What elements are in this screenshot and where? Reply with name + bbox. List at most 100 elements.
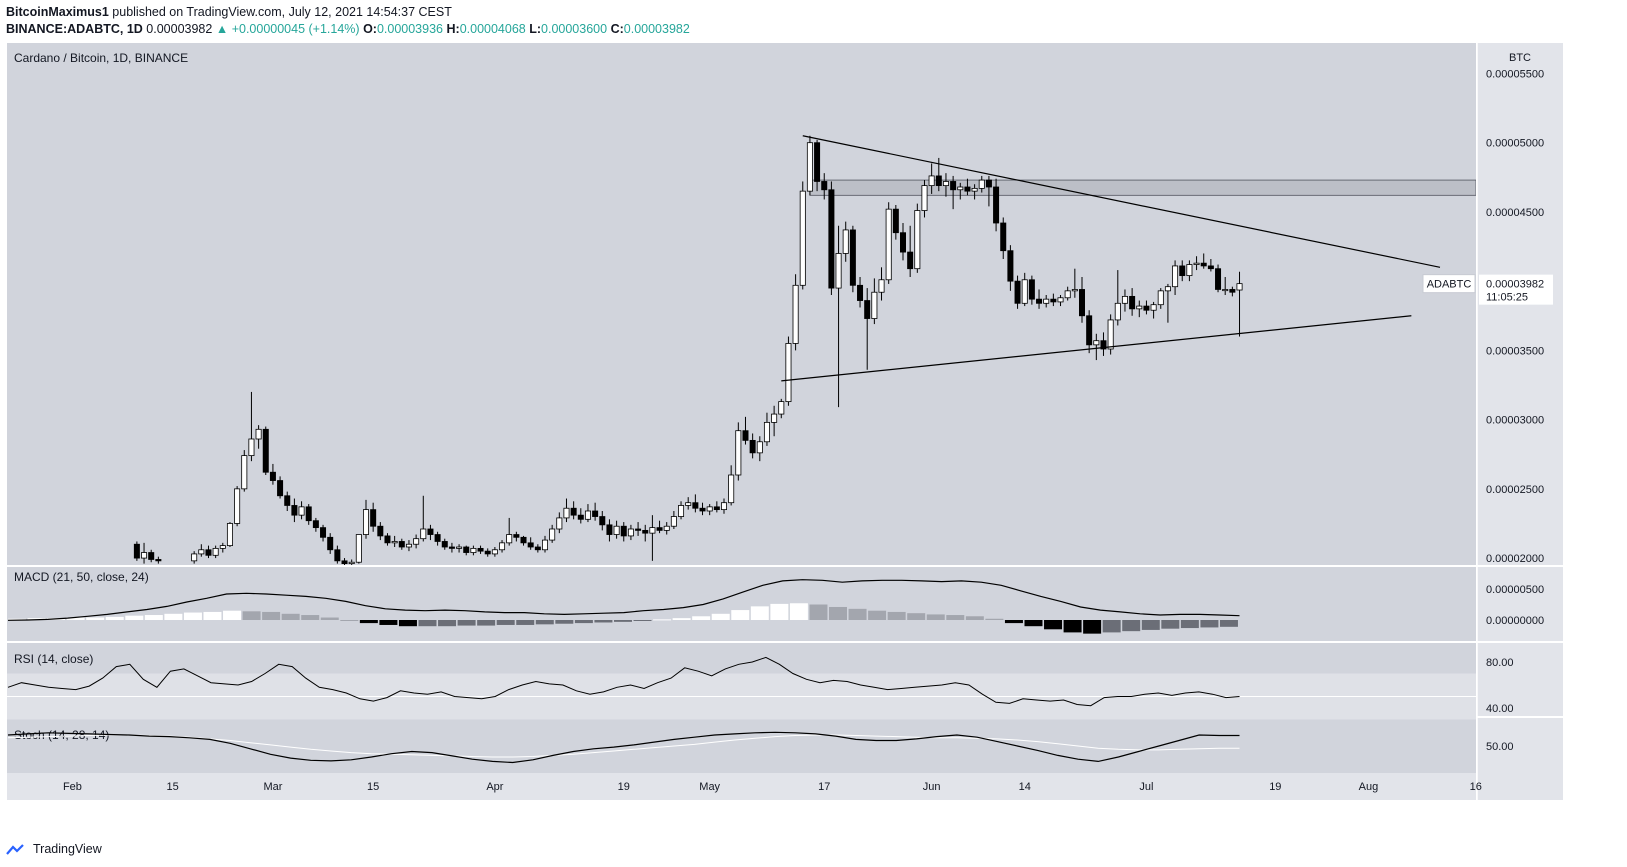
macd-histogram-bar: [985, 618, 1004, 620]
candle-down: [1143, 305, 1150, 311]
candle-down: [599, 516, 606, 526]
macd-histogram-bar: [203, 611, 222, 620]
macd-histogram-bar: [711, 613, 730, 620]
macd-tick-label: 0.00000500: [1486, 584, 1544, 596]
time-tick-label: Aug: [1359, 781, 1379, 793]
macd-histogram-bar: [27, 618, 46, 620]
last-price-tag: [1479, 274, 1553, 305]
author-name[interactable]: BitcoinMaximus1: [6, 5, 109, 19]
macd-histogram-bar: [418, 620, 437, 627]
trendline-ascending-support: [781, 315, 1412, 382]
candle-down: [527, 542, 534, 548]
candle-down: [699, 507, 706, 512]
macd-histogram-bar: [379, 620, 398, 625]
time-tick-label: 19: [1269, 781, 1281, 793]
candle-down: [520, 536, 527, 544]
macd-histogram-bar: [1044, 620, 1063, 630]
chart-title: Cardano / Bitcoin, 1D, BINANCE: [14, 51, 188, 65]
publish-line: BitcoinMaximus1 published on TradingView…: [6, 4, 690, 21]
candle-up: [1164, 286, 1171, 292]
macd-histogram-bar: [907, 613, 926, 620]
time-tick-label: 14: [1019, 781, 1031, 793]
candle-up: [405, 543, 412, 548]
candle-down: [635, 528, 642, 531]
candle-down: [434, 534, 441, 542]
candle-up: [763, 421, 770, 443]
candle-up: [362, 509, 369, 535]
candle-up: [921, 185, 928, 211]
candle-down: [1050, 298, 1057, 303]
time-axis-background: [7, 773, 1476, 800]
macd-histogram-bar: [398, 620, 417, 627]
macd-histogram-bar: [692, 616, 711, 620]
candle-down: [964, 186, 971, 192]
open-label: O:: [363, 22, 377, 36]
candle-up: [971, 187, 978, 192]
macd-histogram-bar: [672, 618, 691, 620]
candle-down: [484, 550, 491, 555]
symbol-tag-text: ADABTC: [1427, 279, 1472, 291]
candle-down: [577, 514, 584, 520]
candle-up: [799, 190, 806, 286]
price-axis-background: [1477, 43, 1563, 800]
high-value: 0.00004068: [459, 22, 526, 36]
candle-down: [950, 181, 957, 191]
candle-up: [1136, 305, 1143, 310]
candle-down: [620, 525, 627, 537]
price-tick-label: 0.00002500: [1486, 484, 1544, 496]
candle-down: [1007, 250, 1014, 282]
symbol-label: BINANCE:ADABTC, 1D: [6, 22, 143, 36]
candle-up: [1236, 283, 1243, 291]
footer-brand[interactable]: TradingView: [33, 842, 102, 856]
candle-up: [255, 428, 262, 440]
ohlc-line: BINANCE:ADABTC, 1D 0.00003982 ▲ +0.00000…: [6, 21, 690, 38]
stoch-d-line: [7, 734, 1240, 758]
candle-up: [735, 430, 742, 476]
candle-up: [785, 343, 792, 403]
candle-up: [842, 229, 849, 254]
candle-up: [226, 523, 233, 547]
macd-histogram-bar: [301, 615, 320, 620]
candle-up: [835, 253, 842, 289]
time-tick-label: 15: [367, 781, 379, 793]
macd-histogram-bar: [144, 615, 163, 620]
candle-down: [1179, 265, 1186, 277]
price-tick-label: 0.00005500: [1486, 68, 1544, 80]
candle-up: [1043, 298, 1050, 304]
close-label: C:: [610, 22, 624, 36]
macd-histogram-bar: [1024, 620, 1043, 627]
macd-histogram-bar: [320, 617, 339, 620]
macd-histogram-bar: [223, 610, 242, 620]
time-tick-label: May: [699, 781, 720, 793]
time-tick-label: Mar: [263, 781, 282, 793]
candle-down: [656, 527, 663, 531]
candle-up: [1064, 290, 1071, 299]
candle-down: [864, 300, 871, 319]
candle-down: [1079, 289, 1086, 317]
candle-down: [828, 189, 835, 289]
candle-down: [692, 502, 699, 509]
candle-down: [477, 547, 484, 552]
macd-histogram-bar: [262, 611, 281, 620]
candle-down: [1028, 279, 1035, 300]
candle-down: [1000, 222, 1007, 252]
rsi-label: RSI (14, close): [14, 652, 93, 666]
macd-histogram-bar: [1102, 620, 1121, 633]
chart-header: BitcoinMaximus1 published on TradingView…: [6, 4, 690, 38]
candle-up: [649, 527, 656, 534]
candle-down: [1086, 315, 1093, 346]
macd-histogram-bar: [496, 620, 515, 625]
candle-down: [1207, 265, 1214, 270]
candle-down: [327, 536, 334, 551]
candle-down: [463, 546, 470, 553]
macd-histogram-bar: [555, 620, 574, 624]
candle-up: [778, 401, 785, 415]
candle-up: [1107, 319, 1114, 350]
candle-up: [549, 528, 556, 541]
macd-histogram-bar: [594, 620, 613, 623]
time-tick-label: Feb: [63, 781, 82, 793]
candle-up: [1093, 340, 1100, 346]
candle-up: [806, 142, 813, 192]
candle-up: [871, 291, 878, 319]
